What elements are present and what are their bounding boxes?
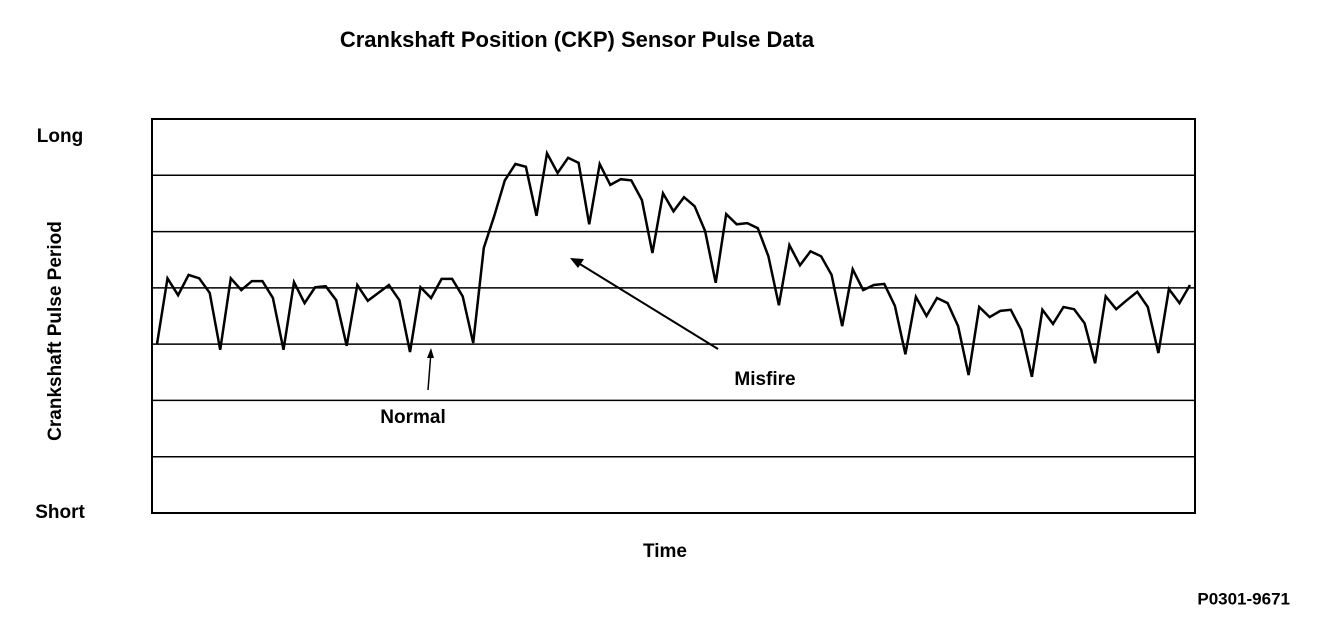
arrowhead (570, 258, 584, 268)
plot-frame (151, 118, 1196, 514)
x-axis-label: Time (643, 541, 687, 562)
arrow (427, 351, 432, 391)
y-tick-label: Long (37, 126, 83, 147)
y-tick-label: Short (35, 502, 85, 523)
arrowhead (427, 348, 434, 358)
annotation: Misfire (734, 369, 795, 390)
annotation: Normal (380, 407, 445, 428)
y-axis-label: Crankshaft Pulse Period (45, 221, 66, 441)
chart-title: Crankshaft Position (CKP) Sensor Pulse D… (340, 27, 815, 52)
arrow (574, 260, 719, 350)
figure-id: P0301-9671 (1197, 589, 1290, 608)
data-line (155, 149, 1192, 378)
